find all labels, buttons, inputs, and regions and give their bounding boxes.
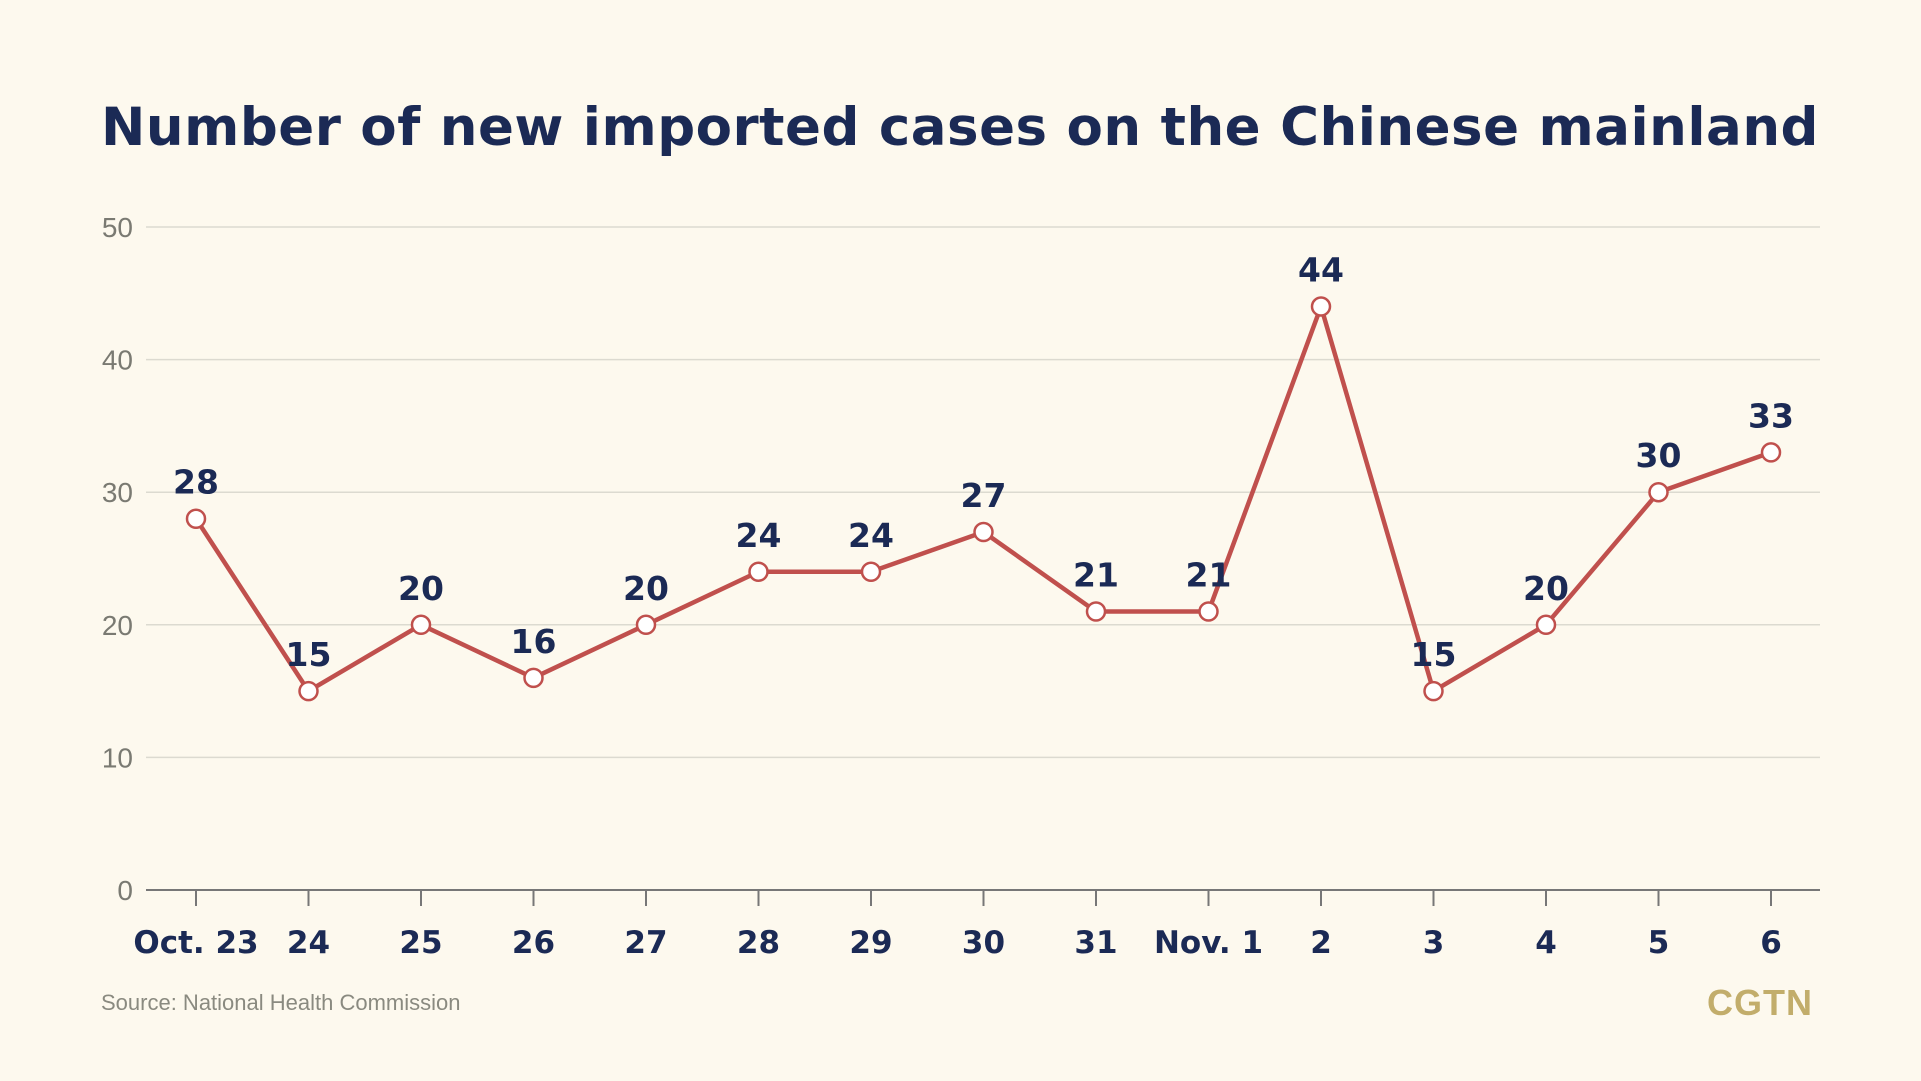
data-point (1310, 296, 1332, 317)
data-label: 24 (736, 516, 782, 555)
data-label: 20 (1523, 569, 1569, 608)
data-point (185, 508, 207, 529)
y-tick-label-0: 0 (117, 875, 133, 906)
data-label: 15 (286, 635, 332, 674)
x-axis-tick-labels: Oct. 23 24 25 26 27 28 29 30 31 Nov. 1 2 3 4 5 6 (133, 925, 1781, 961)
data-points (185, 296, 1782, 702)
data-label: 20 (623, 569, 669, 608)
x-tick-label: Oct. 23 (133, 925, 258, 961)
data-label: 20 (398, 569, 444, 608)
data-point (860, 561, 882, 583)
cgtn-logo: CGTN (1707, 982, 1813, 1023)
data-labels: 28 15 20 16 20 24 24 27 21 21 44 15 20 30 33 (173, 251, 1794, 675)
y-tick-label-30: 30 (102, 477, 133, 508)
data-point (635, 614, 657, 636)
data-label: 24 (848, 516, 894, 555)
data-point (973, 521, 994, 543)
data-label: 33 (1748, 396, 1794, 435)
data-point (410, 614, 432, 636)
x-tick-label: 2 (1310, 925, 1332, 961)
data-label: 15 (1411, 635, 1457, 674)
data-label: 21 (1073, 556, 1119, 595)
x-tick-label: 31 (1074, 925, 1117, 961)
y-tick-label-50: 50 (102, 212, 133, 243)
data-label: 28 (173, 463, 219, 502)
x-tick-label: 25 (399, 925, 442, 961)
data-point (748, 561, 769, 583)
data-point (1085, 601, 1107, 622)
data-label: 30 (1636, 436, 1682, 475)
x-axis (146, 889, 1820, 906)
x-tick-label: 6 (1760, 925, 1782, 961)
data-label: 27 (961, 476, 1007, 515)
x-tick-label: 28 (737, 925, 780, 961)
x-tick-label: 4 (1535, 925, 1557, 961)
x-tick-label: 27 (624, 925, 667, 961)
data-point (1648, 481, 1669, 503)
x-tick-label: 30 (962, 925, 1005, 961)
data-point (1423, 680, 1444, 702)
y-tick-label-20: 20 (102, 610, 133, 641)
data-point (298, 680, 319, 702)
y-axis-tick-labels: 0 10 20 30 40 50 (102, 212, 133, 906)
y-tick-label-10: 10 (102, 742, 133, 773)
data-label: 44 (1298, 251, 1344, 290)
y-tick-label-40: 40 (102, 345, 133, 376)
data-label: 21 (1186, 556, 1232, 595)
x-tick-label: Nov. 1 (1154, 925, 1263, 961)
data-point (1760, 442, 1782, 463)
x-tick-label: 3 (1423, 925, 1445, 961)
x-tick-label: 24 (287, 925, 330, 961)
x-tick-label: 5 (1648, 925, 1670, 961)
x-tick-label: 26 (512, 925, 555, 961)
x-tick-label: 29 (849, 925, 892, 961)
data-point (1535, 614, 1557, 636)
data-label: 16 (511, 622, 557, 661)
chart-title: Number of new imported cases on the Chin… (101, 97, 1819, 158)
data-point (1198, 601, 1219, 622)
data-point (523, 667, 544, 689)
source-note: Source: National Health Commission (101, 990, 461, 1015)
